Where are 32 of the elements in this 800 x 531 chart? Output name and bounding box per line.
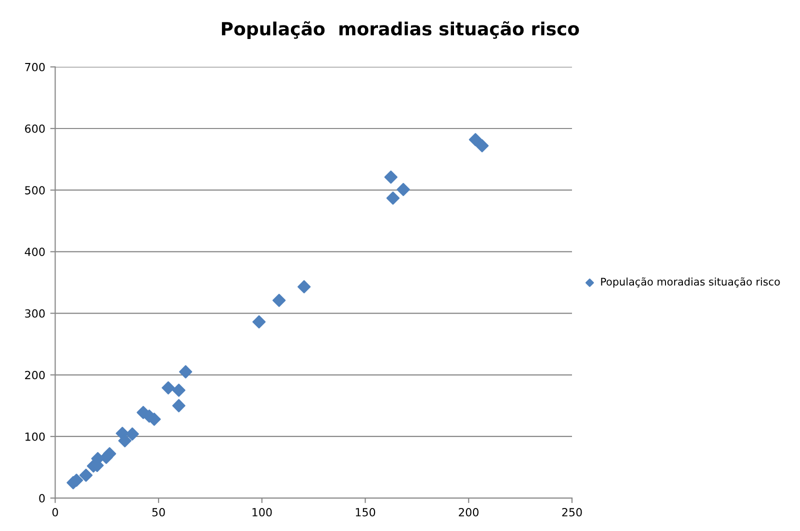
x-tick-label: 50 <box>152 508 165 516</box>
point <box>126 427 139 441</box>
x-tick-label: 150 <box>356 508 376 516</box>
point <box>468 133 482 146</box>
point <box>118 434 132 448</box>
y-tick-label: 100 <box>25 432 45 441</box>
y-tick-label: 500 <box>25 186 45 194</box>
x-tick-label: 250 <box>562 508 582 516</box>
legend-label: População moradias situação risco <box>601 277 780 288</box>
point <box>179 365 192 378</box>
y-tick-label: 300 <box>25 309 45 318</box>
point <box>384 170 398 184</box>
y-tick-label: 700 <box>25 62 45 72</box>
point <box>396 182 410 196</box>
y-tick-label: 0 <box>39 494 45 502</box>
point <box>162 381 175 394</box>
point <box>79 468 93 482</box>
chart-title: População moradias situação risco <box>222 21 579 40</box>
point <box>252 315 266 328</box>
point <box>102 447 116 460</box>
x-tick-label: 100 <box>252 508 272 516</box>
y-tick-label: 200 <box>25 370 45 380</box>
y-tick-label: 400 <box>24 248 45 256</box>
y-tick-label: 600 <box>25 124 45 133</box>
point <box>475 139 489 152</box>
point <box>386 192 400 205</box>
point <box>172 399 186 412</box>
point <box>272 294 286 307</box>
point <box>172 384 186 397</box>
point <box>298 280 311 294</box>
x-tick-label: 200 <box>458 508 479 516</box>
x-tick-label: 0 <box>52 508 58 516</box>
